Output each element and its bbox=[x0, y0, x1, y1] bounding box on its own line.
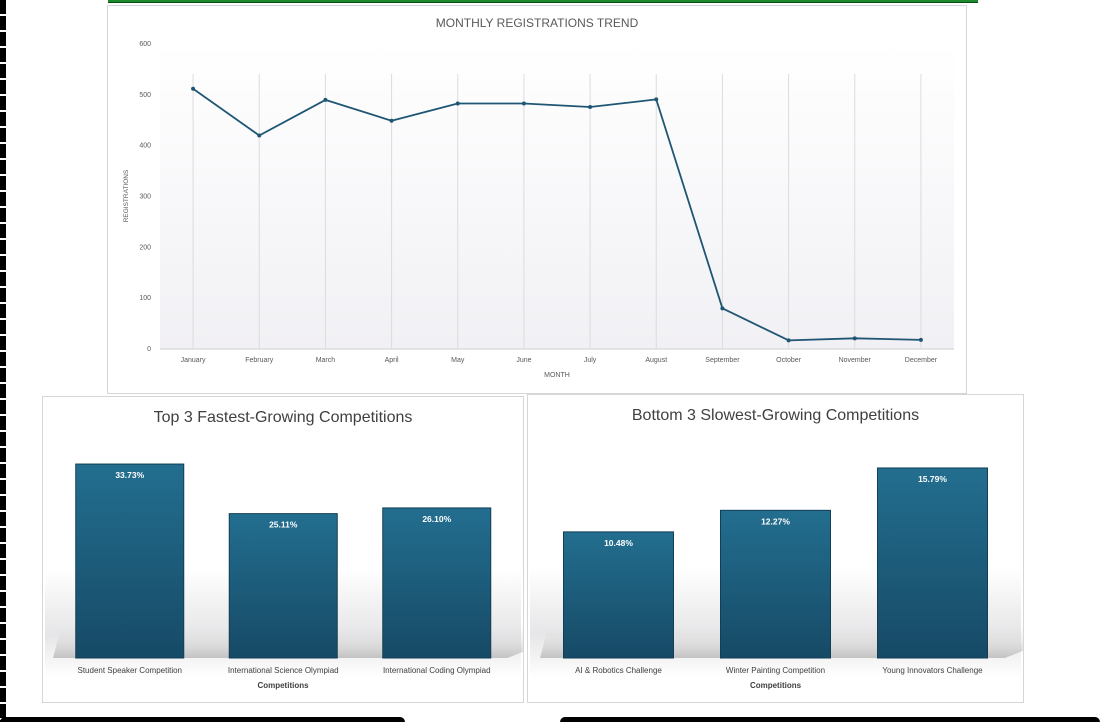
data-point[interactable] bbox=[389, 118, 394, 123]
bar-data-label: 15.79% bbox=[918, 474, 947, 484]
x-tick-label: September bbox=[705, 357, 740, 364]
bottom3-bar-chart: Bottom 3 Slowest-Growing Competitions 10.… bbox=[530, 407, 1023, 690]
x-tick-label: July bbox=[584, 357, 597, 364]
bar-chart-title: Top 3 Fastest-Growing Competitions bbox=[154, 409, 413, 426]
bar-data-label: 12.27% bbox=[761, 516, 790, 526]
x-tick-label: January bbox=[181, 357, 206, 364]
y-tick-label: 100 bbox=[139, 295, 151, 302]
bar-data-label: 10.48% bbox=[604, 538, 633, 548]
data-point[interactable] bbox=[918, 337, 923, 342]
line-chart-panel[interactable]: MONTHLY REGISTRATIONS TREND REGISTRATION… bbox=[107, 5, 967, 394]
x-axis-title: MONTH bbox=[544, 372, 570, 379]
data-point[interactable] bbox=[786, 338, 791, 343]
y-tick-label: 400 bbox=[139, 143, 151, 150]
bar-data-label: 33.73% bbox=[115, 470, 144, 480]
x-axis-title: Competitions bbox=[750, 681, 802, 690]
x-tick-label: February bbox=[245, 357, 274, 364]
x-tick-label: International Coding Olympiad bbox=[383, 666, 491, 675]
line-chart-title: MONTHLY REGISTRATIONS TREND bbox=[436, 16, 639, 30]
plot-area bbox=[160, 44, 954, 349]
registrations-line bbox=[192, 87, 921, 342]
y-tick-label: 500 bbox=[139, 92, 151, 99]
bottom-dark-bar-right bbox=[560, 717, 1100, 722]
bar-data-label: 25.11% bbox=[269, 520, 298, 530]
y-tick-label: 200 bbox=[139, 244, 151, 251]
x-tick-label: November bbox=[839, 357, 872, 364]
x-tick-label: August bbox=[645, 357, 667, 364]
data-point[interactable] bbox=[257, 133, 262, 138]
bar[interactable] bbox=[877, 467, 988, 659]
bar-data-label: 26.10% bbox=[422, 514, 451, 524]
top3-bar-chart-panel[interactable]: Top 3 Fastest-Growing Competitions 33.73%… bbox=[42, 396, 524, 703]
y-tick-label: 0 bbox=[147, 346, 151, 353]
bar-chart-title: Bottom 3 Slowest-Growing Competitions bbox=[632, 407, 919, 424]
window-edge-strip bbox=[0, 0, 6, 722]
selected-cell-border bbox=[108, 0, 978, 3]
data-point[interactable] bbox=[654, 97, 659, 102]
bar[interactable] bbox=[382, 507, 492, 659]
bottom3-bar-chart-panel[interactable]: Bottom 3 Slowest-Growing Competitions 10.… bbox=[527, 394, 1024, 703]
y-axis-title: REGISTRATIONS bbox=[123, 169, 130, 222]
x-tick-label: April bbox=[385, 357, 399, 364]
x-tick-label: December bbox=[905, 357, 938, 364]
y-tick-label: 300 bbox=[139, 194, 151, 201]
bar[interactable] bbox=[720, 509, 831, 659]
x-tick-label: AI & Robotics Challenge bbox=[575, 666, 662, 675]
x-tick-label: Young Innovators Challenge bbox=[882, 666, 983, 675]
x-axis-title: Competitions bbox=[257, 681, 309, 690]
bar[interactable] bbox=[563, 531, 674, 659]
x-tick-label: May bbox=[451, 357, 465, 364]
x-tick-label: Winter Painting Competition bbox=[726, 666, 825, 675]
top3-bar-chart: Top 3 Fastest-Growing Competitions 33.73%… bbox=[45, 409, 523, 690]
data-point[interactable] bbox=[521, 101, 526, 106]
data-point[interactable] bbox=[852, 336, 857, 341]
bar[interactable] bbox=[75, 463, 185, 659]
data-point[interactable] bbox=[588, 105, 593, 110]
x-tick-label: June bbox=[516, 357, 531, 364]
x-tick-label: March bbox=[316, 357, 336, 364]
x-tick-label: International Science Olympiad bbox=[228, 666, 339, 675]
bar[interactable] bbox=[228, 513, 338, 659]
data-point[interactable] bbox=[720, 306, 725, 311]
line-chart: MONTHLY REGISTRATIONS TREND REGISTRATION… bbox=[123, 16, 954, 379]
x-tick-label: October bbox=[776, 357, 802, 364]
x-tick-label: Student Speaker Competition bbox=[77, 666, 182, 675]
data-point[interactable] bbox=[191, 86, 196, 91]
data-point[interactable] bbox=[323, 97, 328, 102]
bottom-dark-bar-left bbox=[0, 717, 405, 722]
y-tick-label: 600 bbox=[139, 41, 151, 48]
data-point[interactable] bbox=[455, 101, 460, 106]
